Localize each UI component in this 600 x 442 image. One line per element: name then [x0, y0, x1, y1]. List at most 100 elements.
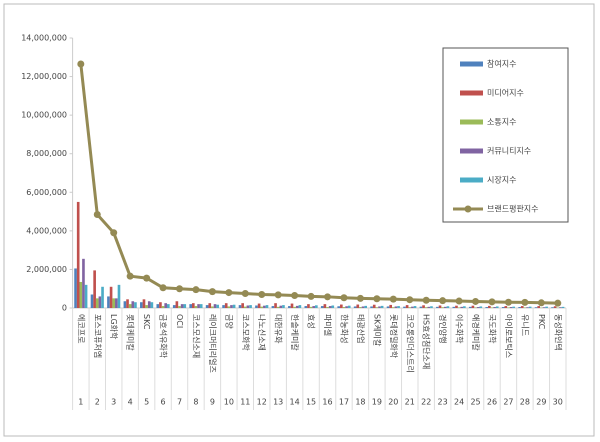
bar — [342, 307, 346, 308]
bar — [397, 306, 400, 308]
bar — [403, 306, 406, 308]
bar — [424, 307, 428, 308]
x-tick-label: 애경케미칼 — [471, 314, 481, 351]
bar — [561, 306, 565, 308]
bar — [441, 307, 444, 308]
bar — [128, 304, 132, 308]
bar — [93, 270, 96, 308]
line-marker — [537, 299, 545, 307]
x-tick-label: 포스코퓨처엠 — [93, 314, 103, 358]
rank-label: 2 — [95, 398, 100, 407]
bar — [523, 307, 527, 308]
bar — [290, 303, 294, 308]
bar — [457, 307, 461, 308]
bar — [197, 304, 200, 308]
rank-label: 3 — [111, 398, 116, 407]
bar — [145, 305, 148, 308]
x-tick-label: OCI — [175, 314, 184, 328]
bar — [298, 305, 302, 308]
line-marker — [406, 296, 414, 304]
bar — [328, 306, 332, 308]
rank-label: 28 — [520, 398, 530, 407]
bar — [246, 305, 250, 308]
rank-label: 5 — [144, 398, 149, 407]
bar — [265, 305, 269, 308]
rank-label: 19 — [372, 398, 382, 407]
line-marker — [291, 291, 299, 299]
bar — [101, 286, 104, 308]
x-tick-label: 태광산업 — [356, 314, 366, 343]
line-marker — [225, 289, 233, 297]
x-tick-label: 효성 — [307, 314, 316, 329]
bar — [84, 284, 88, 308]
bar — [107, 296, 110, 308]
bar — [364, 305, 367, 308]
bar — [394, 306, 398, 308]
rank-label: 27 — [503, 398, 513, 407]
line-marker — [455, 297, 463, 305]
rank-label: 8 — [193, 398, 198, 407]
x-tick-label: 코스모화학 — [241, 314, 251, 351]
bar — [230, 305, 233, 308]
line-marker — [504, 298, 512, 306]
bar — [178, 306, 181, 308]
line-marker — [274, 291, 282, 299]
x-tick-label: 롯데정밀화학 — [389, 314, 399, 359]
bar — [117, 284, 121, 308]
bar — [419, 306, 423, 308]
bar — [413, 306, 417, 308]
line-marker — [258, 291, 266, 298]
bar — [495, 306, 499, 308]
x-tick-label: 아이로보틱스 — [504, 314, 514, 358]
bar — [526, 307, 529, 308]
bar — [359, 307, 362, 308]
bar — [147, 301, 151, 308]
legend-swatch — [464, 205, 472, 213]
x-tick-label: HS효성첨단소재 — [422, 314, 432, 369]
legend-label: 소통지수 — [487, 118, 516, 127]
bar — [427, 306, 431, 308]
rank-label: 15 — [306, 398, 316, 407]
rank-label: 26 — [487, 398, 497, 407]
bar — [337, 306, 341, 308]
y-tick-label: 0 — [62, 304, 67, 313]
bar — [309, 306, 313, 308]
bar — [378, 306, 381, 308]
bar — [288, 306, 291, 308]
bar — [361, 306, 365, 308]
rank-label: 13 — [273, 398, 283, 407]
rank-label: 29 — [536, 398, 546, 407]
bar — [205, 305, 209, 308]
line-marker — [208, 288, 216, 296]
bar — [194, 306, 198, 308]
bar — [430, 306, 433, 308]
bar — [241, 303, 244, 308]
x-tick-label: 코오롱인더스트리 — [405, 314, 415, 373]
legend-swatch — [460, 177, 483, 183]
bar — [471, 305, 475, 308]
bar — [528, 306, 532, 308]
bar — [559, 307, 562, 308]
x-tick-label: 한농화성 — [339, 314, 348, 343]
legend-swatch — [460, 148, 483, 154]
line-marker — [192, 286, 200, 294]
x-tick-label: 이수화학 — [455, 314, 465, 344]
legend-swatch — [460, 119, 483, 125]
x-tick-label: 유니드 — [520, 314, 530, 336]
bar — [243, 306, 247, 308]
legend-label: 미디어지수 — [487, 88, 524, 98]
rank-label: 22 — [421, 398, 431, 407]
bar — [249, 305, 252, 308]
bar — [518, 307, 521, 308]
bar — [326, 307, 329, 308]
bar — [257, 303, 261, 308]
bar — [112, 298, 116, 308]
x-tick-label: SK케미칼 — [372, 314, 381, 347]
x-tick-label: 코스모신소재 — [191, 314, 200, 358]
legend-swatch — [460, 61, 483, 67]
bar — [255, 305, 258, 308]
bar — [307, 304, 310, 308]
rank-label: 17 — [339, 398, 349, 407]
bar — [460, 306, 464, 308]
rank-label: 6 — [161, 398, 166, 407]
